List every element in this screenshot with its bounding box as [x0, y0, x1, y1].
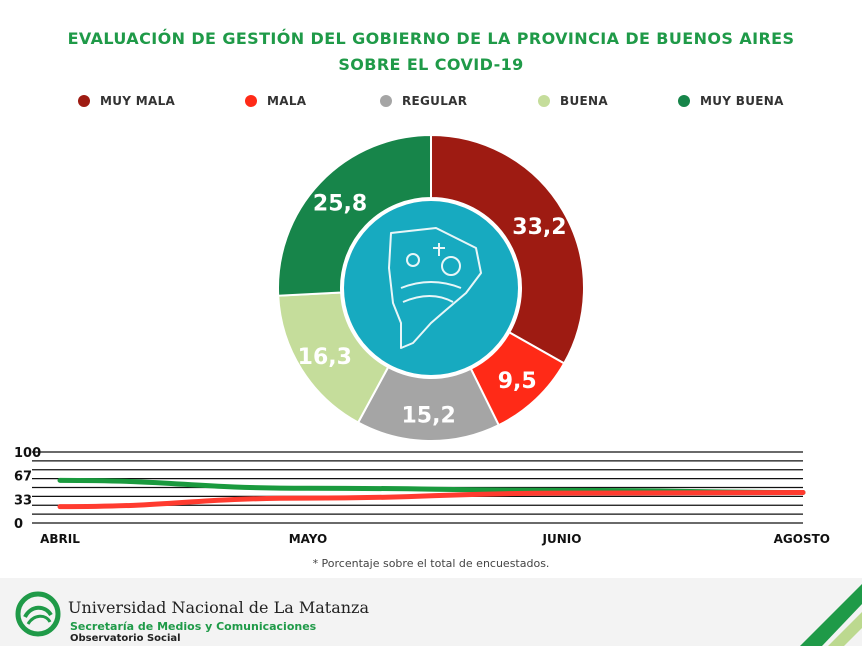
footnote: * Porcentaje sobre el total de encuestad… [312, 557, 550, 570]
x-tick-label-abril: ABRIL [40, 532, 80, 546]
legend-swatch [245, 95, 257, 107]
university-name: Universidad Nacional de La Matanza [68, 598, 370, 617]
trend-line-chart: 100 67 33 0 ABRIL MAYO JUNIO AGOSTO [14, 446, 830, 546]
donut-center [344, 201, 518, 375]
y-tick-label: 33 [14, 494, 32, 509]
x-tick-label-mayo: MAYO [289, 532, 328, 546]
legend-label: MALA [267, 94, 307, 108]
slice-muy-mala [430, 133, 585, 365]
legend-swatch [78, 95, 90, 107]
observatory-name: Observatorio Social [70, 633, 181, 644]
chart-subtitle: SOBRE EL COVID-19 [338, 55, 524, 74]
legend-label: REGULAR [402, 94, 468, 108]
legend-swatch [678, 95, 690, 107]
slice-label-muy-mala: 33,2 [512, 215, 566, 240]
slice-label-muy-buena: 25,8 [313, 192, 367, 217]
slice-label-regular: 15,2 [401, 403, 455, 428]
legend-label: MUY BUENA [700, 94, 784, 108]
legend-item-regular: REGULAR [380, 94, 467, 108]
legend-item-mala: MALA [245, 94, 306, 108]
y-tick-label: 100 [14, 446, 41, 461]
trend-series-2 [57, 489, 806, 510]
x-tick-label-agosto: AGOSTO [774, 532, 830, 546]
chart-title: EVALUACIÓN DE GESTIÓN DEL GOBIERNO DE LA… [67, 29, 795, 48]
legend-label: BUENA [560, 94, 608, 108]
legend: MUY MALA MALA REGULAR BUENA MUY BUENA [0, 94, 862, 112]
buenos-aires-province-map-icon [388, 227, 482, 349]
slice-label-mala: 9,5 [498, 369, 537, 394]
legend-item-muy-buena: MUY BUENA [678, 94, 784, 108]
footer: Universidad Nacional de La Matanza Secre… [0, 578, 862, 646]
unlam-logo-icon [15, 591, 61, 637]
y-tick-label: 67 [14, 469, 32, 484]
secretariat-name: Secretaría de Medios y Comunicaciones [70, 620, 317, 633]
x-tick-label-junio: JUNIO [542, 532, 582, 546]
legend-swatch [538, 95, 550, 107]
legend-item-buena: BUENA [538, 94, 608, 108]
corner-stripes [800, 584, 862, 646]
legend-item-muy-mala: MUY MALA [78, 94, 175, 108]
donut-chart: 33,2 9,5 15,2 16,3 25,8 [277, 133, 585, 442]
slice-muy-buena [277, 133, 432, 297]
legend-label: MUY MALA [100, 94, 176, 108]
slice-label-buena: 16,3 [298, 345, 352, 370]
legend-swatch [380, 95, 392, 107]
y-tick-label: 0 [14, 517, 23, 532]
